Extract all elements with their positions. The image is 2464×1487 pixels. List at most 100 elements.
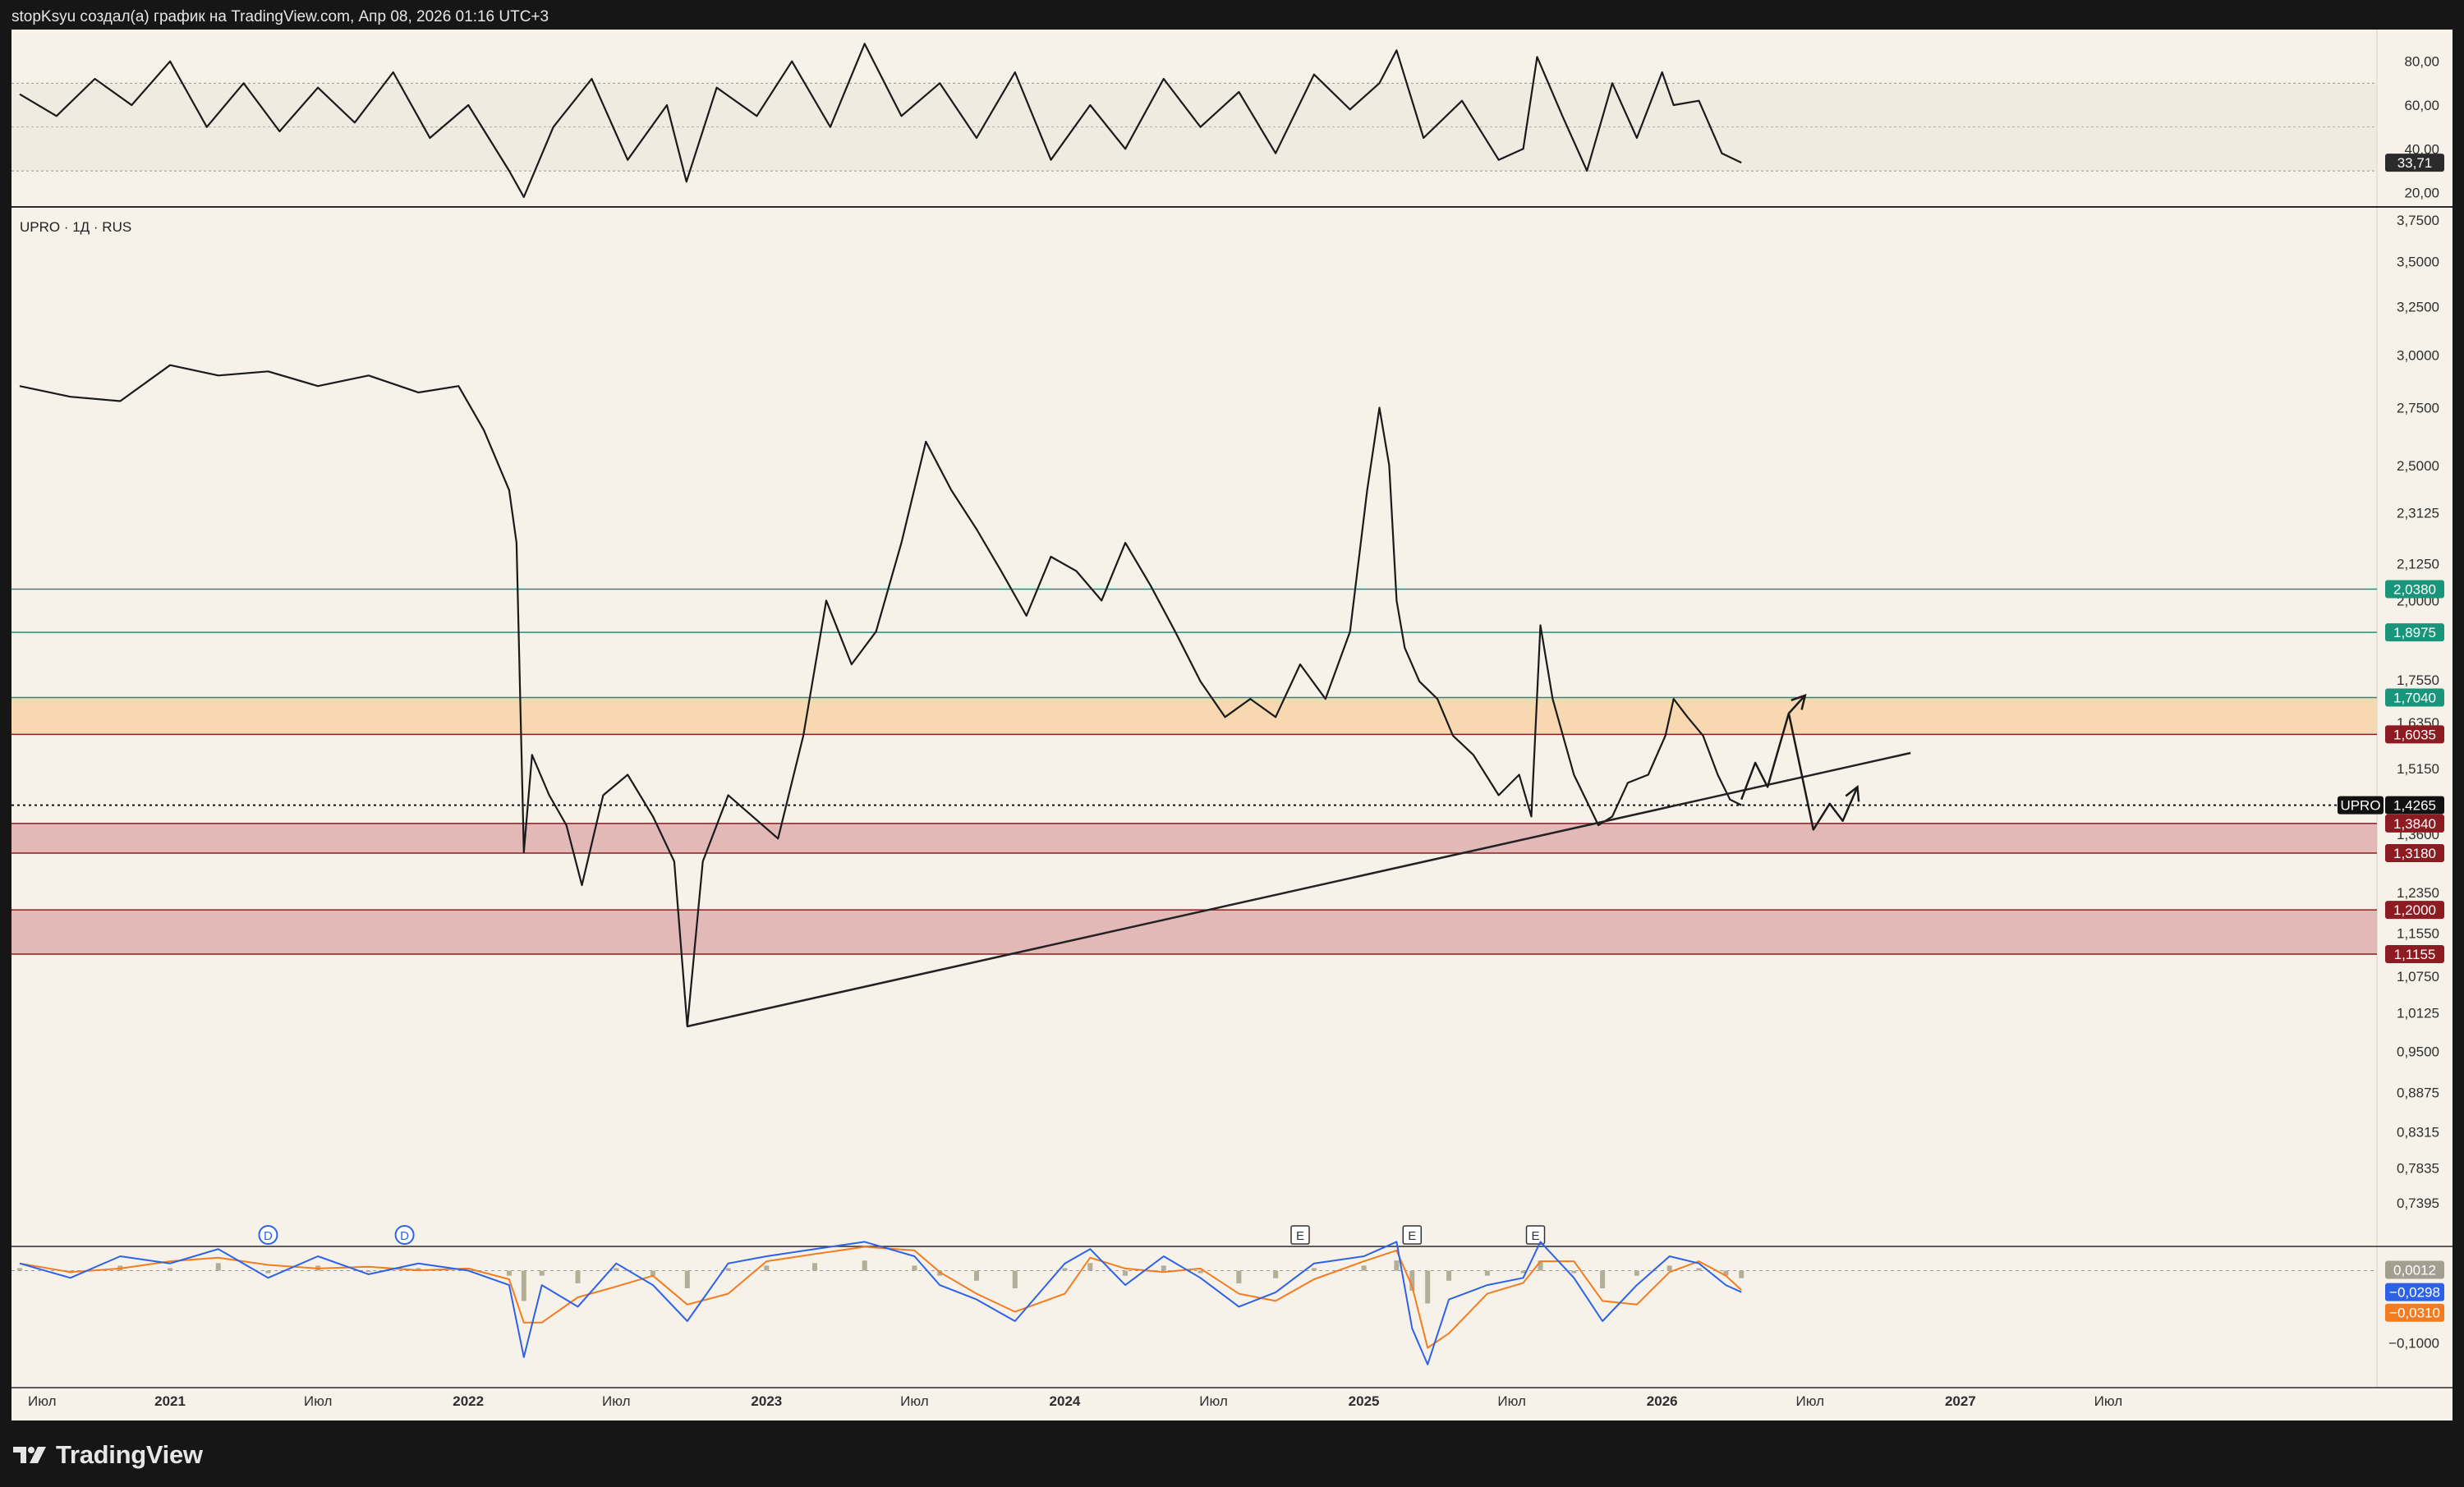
- macd-histogram-bar: [265, 1270, 271, 1274]
- rsi-value-tag-box: [2385, 154, 2444, 172]
- price-tick-label: 3,2500: [2397, 299, 2439, 314]
- rsi-tick-label: 40,00: [2404, 141, 2439, 157]
- histogram-value-tag-text: 0,0012: [2393, 1262, 2436, 1278]
- event-marker-label: D: [400, 1229, 409, 1243]
- macd-tick-label: −0,1000: [2388, 1335, 2439, 1351]
- price-tick-label: 0,7835: [2397, 1161, 2439, 1177]
- price-tick-label: 0,9500: [2397, 1044, 2439, 1059]
- macd-histogram-bar: [168, 1268, 173, 1271]
- price-tick-label: 1,0750: [2397, 969, 2439, 984]
- level-tag-red-box: [2385, 725, 2444, 744]
- rsi-value-tag-text: 33,71: [2397, 155, 2433, 171]
- level-tag-red-box: [2385, 814, 2444, 833]
- macd-histogram-bar: [521, 1270, 526, 1301]
- macd-histogram-bar: [1062, 1268, 1068, 1271]
- price-tick-label: 1,2350: [2397, 885, 2439, 901]
- resistance-zone: [11, 697, 2377, 735]
- macd-histogram-bar: [1723, 1270, 1729, 1276]
- signal-value-tag-text: −0,0310: [2389, 1306, 2440, 1321]
- macd-histogram-bar: [1666, 1265, 1672, 1271]
- macd-value-tag-box: [2385, 1283, 2444, 1301]
- level-tag-red-text: 1,2000: [2393, 902, 2436, 918]
- time-axis-label: Июл: [304, 1393, 333, 1409]
- event-marker-shape: [1525, 1225, 1546, 1245]
- macd-histogram-bar: [1739, 1270, 1745, 1278]
- time-axis-label: 2025: [1349, 1393, 1380, 1409]
- time-axis-label: Июл: [1497, 1393, 1526, 1409]
- symbol-tag: UPRO: [2338, 796, 2384, 815]
- macd-histogram-bar: [506, 1270, 512, 1276]
- level-tag-green-box: [2385, 688, 2444, 707]
- macd-histogram-bar: [1273, 1270, 1279, 1278]
- symbol-tag-text: UPRO: [2340, 798, 2380, 814]
- level-tag-red: 1,3180: [2385, 843, 2444, 862]
- level-tag-red-text: 1,3180: [2393, 846, 2436, 861]
- symbol-tag-box: [2338, 796, 2384, 815]
- dividend-marker: D: [394, 1225, 415, 1245]
- event-marker-label: E: [1532, 1229, 1540, 1243]
- symbol-label: UPRO · 1Д · RUS: [20, 219, 131, 235]
- macd-histogram-bar: [1161, 1265, 1166, 1271]
- level-tag-green: 2,0380: [2385, 580, 2444, 599]
- macd-histogram-bar: [684, 1270, 690, 1289]
- last-price-tag-box: [2385, 796, 2444, 815]
- macd-value-tag-text: −0,0298: [2389, 1285, 2440, 1301]
- rsi-line: [19, 43, 1742, 199]
- time-axis-label: 2022: [453, 1393, 484, 1409]
- signal-value-tag: −0,0310: [2385, 1303, 2444, 1322]
- level-tag-green: 1,8975: [2385, 623, 2444, 642]
- signal-line: [19, 1246, 1742, 1349]
- projection-up-path-arrowhead: [1791, 693, 1807, 710]
- rsi-band: [11, 83, 2377, 171]
- level-tag-green-text: 1,7040: [2393, 691, 2436, 706]
- last-price-tag: 1,4265: [2385, 796, 2444, 815]
- macd-value-tag: −0,0298: [2385, 1283, 2444, 1301]
- level-tag-red-text: 1,3840: [2393, 816, 2436, 832]
- macd-histogram-bar: [575, 1270, 581, 1283]
- level-tag-green-text: 1,8975: [2393, 625, 2436, 640]
- level-tag-red-text: 1,6035: [2393, 727, 2436, 742]
- support-zone: [11, 910, 2377, 954]
- level-tag-red-box: [2385, 944, 2444, 963]
- event-marker-shape: [258, 1225, 278, 1245]
- price-tick-label: 1,5150: [2397, 761, 2439, 777]
- trendline: [687, 751, 1911, 1028]
- price-tick-label: 0,8315: [2397, 1125, 2439, 1140]
- macd-histogram-bar: [1634, 1270, 1639, 1276]
- chart-canvas[interactable]: 80,00 60,00 40,00 20,00 33,71 UPRO · 1Д · RUS…: [11, 30, 2453, 1420]
- rsi-tick-label: 80,00: [2404, 54, 2439, 70]
- chart-area[interactable]: 80,00 60,00 40,00 20,00 33,71 UPRO · 1Д · RUS…: [11, 30, 2453, 1420]
- chart-author-caption: stopKsyu создал(а) график на TradingView…: [11, 8, 549, 25]
- time-axis-label: 2023: [751, 1393, 782, 1409]
- time-axis-label: 2021: [154, 1393, 186, 1409]
- event-marker-shape: [394, 1225, 415, 1245]
- level-tag-red: 1,1155: [2385, 944, 2444, 963]
- histogram-value-tag: 0,0012: [2385, 1260, 2444, 1279]
- macd-histogram-bar: [1520, 1270, 1526, 1274]
- time-axis-label: 2026: [1647, 1393, 1678, 1409]
- macd-histogram-bar: [1123, 1270, 1129, 1276]
- event-marker-shape: [1402, 1225, 1423, 1245]
- macd-histogram-bar: [1087, 1263, 1093, 1271]
- event-marker-label: E: [1408, 1229, 1416, 1243]
- support-zone: [11, 823, 2377, 853]
- time-axis-label: Июл: [602, 1393, 631, 1409]
- histogram-value-tag-box: [2385, 1260, 2444, 1279]
- rsi-value-tag: 33,71: [2385, 154, 2444, 172]
- event-marker-shape: [1290, 1225, 1310, 1245]
- level-tag-green-text: 2,0380: [2393, 581, 2436, 597]
- time-axis-label: Июл: [900, 1393, 929, 1409]
- level-tag-red: 1,6035: [2385, 725, 2444, 744]
- macd-histogram-bar: [1012, 1270, 1018, 1289]
- macd-histogram-bar: [1538, 1260, 1543, 1271]
- price-tick-label: 1,0125: [2397, 1005, 2439, 1021]
- rsi-tick-label: 60,00: [2404, 98, 2439, 113]
- macd-histogram-bar: [1394, 1260, 1400, 1271]
- projection-down-path-arrowhead: [1845, 785, 1860, 802]
- projection-up-path: [1740, 695, 1806, 801]
- macd-line: [19, 1241, 1742, 1365]
- dividend-marker: D: [258, 1225, 278, 1245]
- macd-histogram-bar: [215, 1263, 221, 1271]
- level-tag-red-text: 1,1155: [2394, 947, 2436, 962]
- macd-histogram-bar: [1600, 1270, 1606, 1289]
